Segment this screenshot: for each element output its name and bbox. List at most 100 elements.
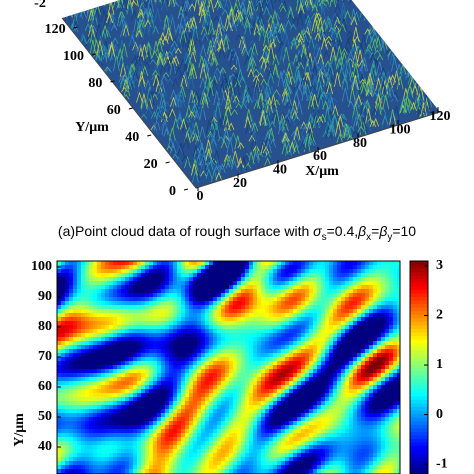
contour-cell [169,333,174,338]
contour-cell [141,297,146,302]
contour-cell [189,369,194,374]
contour-cell [201,393,206,398]
contour-cell [145,261,150,266]
contour-cell [365,361,370,366]
contour-cell [289,349,294,354]
contour-cell [61,269,66,274]
contour-cell [253,401,258,406]
contour-cell [257,353,262,358]
surface-spike [199,44,207,58]
contour-cell [285,333,290,338]
contour-cell [225,293,230,298]
contour-cell [57,369,62,374]
contour-cell [141,377,146,382]
contour-cell [245,281,250,286]
surface-spike [229,131,237,142]
contour-cell [349,333,354,338]
contour-cell [365,345,370,350]
contour-cell [349,417,354,422]
surface-spike [313,19,321,33]
contour-cell [97,365,102,370]
contour-cell [289,413,294,418]
contour-cell [297,301,302,306]
contour-cell [165,325,170,330]
contour-cell [173,301,178,306]
contour-cell [321,309,326,314]
contour-cell [281,341,286,346]
contour-cell [117,365,122,370]
surface-spike [182,32,189,48]
contour-cell [221,389,226,394]
contour-cell [61,389,66,394]
contour-cell [149,325,154,330]
contour-cell [249,401,254,406]
contour-cell [281,297,286,302]
contour-cell [61,385,66,390]
contour-cell [197,357,202,362]
contour-cell [265,269,270,274]
contour-cell [337,265,342,270]
contour-cell [77,273,82,278]
contour-cell [165,269,170,274]
contour-cell [205,345,210,350]
contour-cell [237,361,242,366]
contour-cell [221,321,226,326]
contour-cell [61,277,66,282]
surface-spike [356,49,364,65]
contour-cell [213,341,218,346]
contour-cell [377,273,382,278]
contour-cell [377,281,382,286]
contour-cell [253,353,258,358]
surface-spike [233,80,241,96]
contour-cell [265,333,270,338]
contour-cell [145,337,150,342]
contour-cell [229,369,234,374]
contour-cell [177,357,182,362]
surface-spike [272,22,279,31]
contour-cell [321,369,326,374]
surface-spike [246,58,253,72]
contour-cell [125,357,130,362]
contour-cell [269,377,274,382]
contour-cell [385,333,390,338]
contour-cell [245,341,250,346]
contour-cell [233,317,238,322]
contour-cell [397,417,400,422]
contour-cell [365,389,370,394]
contour-cell [341,353,346,358]
contour-cell [85,417,90,422]
contour-cell [93,393,98,398]
contour-cell [385,317,390,322]
surface-spike [145,42,153,59]
contour-cell [285,345,290,350]
contour-cell [309,281,314,286]
contour-cell [69,389,74,394]
contour-cell [245,361,250,366]
contour-cell [57,333,62,338]
contour-cell [301,421,306,426]
contour-cell [365,273,370,278]
contour-cell [253,265,258,270]
contour-cell [145,421,150,426]
contour-cell [217,409,222,414]
contour-cell [393,353,398,358]
contour-cell [221,301,226,306]
contour-cell [229,297,234,302]
contour-cell [281,373,286,378]
contour-cell [325,313,330,318]
contour-cell [253,341,258,346]
contour-cell [189,405,194,410]
contour-cell [169,269,174,274]
contour-cell [233,325,238,330]
contour-cell [169,317,174,322]
contour-cell [357,333,362,338]
contour-cell [105,301,110,306]
contour-cell [309,405,314,410]
contour-cell [257,325,262,330]
contour-cell [341,421,346,426]
contour-cell [57,297,62,302]
contour-cell [101,377,106,382]
contour-cell [73,269,78,274]
contour-cell [129,413,134,418]
contour-cell [121,329,126,334]
